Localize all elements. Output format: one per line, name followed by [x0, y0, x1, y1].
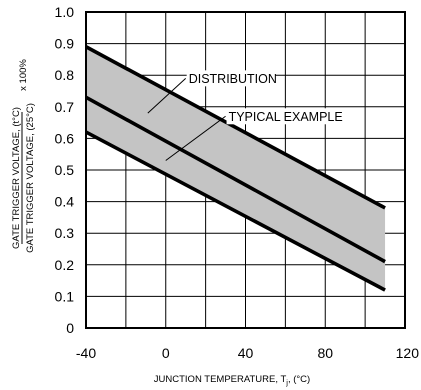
x-tick-label: -40	[76, 345, 96, 361]
x-tick-label: 0	[162, 345, 170, 361]
y-tick-label: 0.9	[55, 36, 75, 52]
y-axis-title-numerator: GATE TRIGGER VOLTAGE, (t°C)	[11, 107, 22, 249]
series-line-lower	[85, 130, 386, 292]
annotation-label-background	[186, 70, 276, 87]
x-axis-title: JUNCTION TEMPERATURE, Tj, (°C)	[154, 374, 310, 387]
distribution-band	[86, 46, 386, 291]
annotation-label: DISTRIBUTION	[189, 72, 277, 86]
x-tick-label: 80	[317, 345, 333, 361]
annotation-leader-line	[147, 77, 187, 114]
annotations: DISTRIBUTION TYPICAL EXAMPLE	[147, 70, 343, 161]
y-tick-label: 0.3	[55, 225, 75, 241]
y-tick-label: 0.2	[55, 257, 75, 273]
y-axis-title: GATE TRIGGER VOLTAGE, (t°C) GATE TRIGGER…	[11, 59, 36, 253]
y-tick-labels: 0 0.1 0.2 0.3 0.4 0.5 0.6 0.7 0.8 0.9 1.0	[55, 4, 75, 336]
y-tick-label: 0.8	[55, 67, 75, 83]
series-line-typical	[85, 95, 386, 264]
y-axis-title-factor: x 100%	[18, 59, 29, 91]
x-tick-label: 120	[396, 345, 420, 361]
y-tick-label: 0.1	[55, 288, 75, 304]
x-axis-title-main: JUNCTION TEMPERATURE, T	[154, 374, 287, 385]
annotation-label-background	[226, 108, 338, 125]
y-tick-label: 0.7	[55, 99, 75, 115]
series-line-upper	[85, 45, 386, 210]
x-axis-title-subscript: j	[285, 378, 288, 387]
y-tick-label: 0	[66, 320, 74, 336]
annotation-label: TYPICAL EXAMPLE	[229, 110, 343, 124]
y-tick-label: 0.6	[55, 130, 75, 146]
y-axis-title-denominator: GATE TRIGGER VOLTAGE, (25°C)	[25, 103, 36, 253]
y-tick-label: 1.0	[55, 4, 75, 20]
x-tick-labels: -40 0 40 80 120	[76, 345, 419, 361]
plot-frame	[85, 11, 406, 329]
x-tick-label: 40	[238, 345, 254, 361]
x-axis-title-unit: , (°C)	[288, 374, 310, 385]
annotation-leader-line	[165, 115, 226, 161]
y-tick-label: 0.4	[55, 194, 75, 210]
series-lines	[85, 45, 386, 292]
y-tick-label: 0.5	[55, 162, 75, 178]
